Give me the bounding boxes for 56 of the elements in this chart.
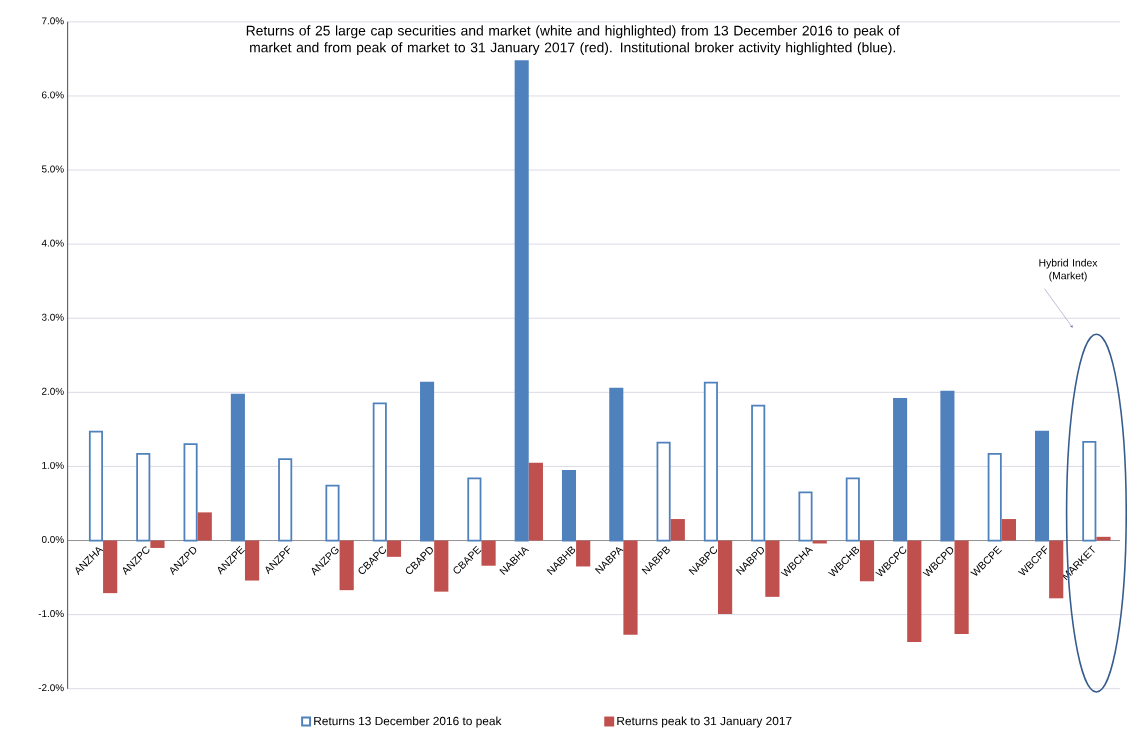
bar xyxy=(940,390,955,542)
bar xyxy=(609,387,624,542)
bar xyxy=(859,540,875,582)
bar xyxy=(954,540,969,634)
bar xyxy=(845,477,860,542)
bar xyxy=(893,397,908,542)
bar xyxy=(576,540,591,567)
y-tick-label: 1.0% xyxy=(42,461,64,469)
y-tick-label: -1.0% xyxy=(38,609,64,617)
bar xyxy=(987,452,1002,542)
bar xyxy=(907,540,922,642)
bar xyxy=(1049,540,1064,599)
y-tick-label: -2.0% xyxy=(38,683,64,691)
bar xyxy=(1034,430,1050,542)
bar xyxy=(798,491,813,542)
bar xyxy=(197,512,212,541)
bar xyxy=(244,540,260,581)
legend-label: Returns peak to 31 January 2017 xyxy=(617,716,792,728)
y-tick-label: 2.0% xyxy=(42,387,64,395)
bar xyxy=(703,381,718,542)
bar xyxy=(656,441,671,542)
bar xyxy=(528,462,543,541)
bar xyxy=(623,540,638,635)
bar xyxy=(765,540,780,597)
bar xyxy=(88,430,103,542)
legend-label: Returns 13 December 2016 to peak xyxy=(314,716,502,728)
bar xyxy=(230,393,245,542)
y-tick-label: 0.0% xyxy=(41,535,64,543)
bar xyxy=(278,457,293,542)
bar xyxy=(136,452,151,542)
bar xyxy=(434,540,449,592)
bar xyxy=(1096,536,1111,541)
bar xyxy=(670,518,685,541)
bar xyxy=(481,540,496,566)
annotation: Hybrid Index (Market) xyxy=(1039,258,1098,282)
bar xyxy=(339,540,354,590)
bar xyxy=(1001,518,1016,541)
y-tick-label: 4.0% xyxy=(41,239,64,247)
bar xyxy=(372,402,387,542)
bar xyxy=(420,381,435,542)
text: Returns of 25 large cap securities and market (white and highlighted) from 13 December 2016 to peak of market and from peak of market to 31 January 2017 (red). Institutional broker activity highlighted (blue). xyxy=(246,25,900,55)
bar xyxy=(150,540,165,548)
bar xyxy=(717,540,733,614)
bar xyxy=(103,540,118,593)
bar xyxy=(751,404,766,542)
bar xyxy=(561,469,577,542)
y-tick-label: 3.0% xyxy=(41,313,64,321)
bar xyxy=(467,477,482,542)
bar xyxy=(325,484,340,542)
bar xyxy=(514,60,529,542)
y-tick-label: 7.0% xyxy=(42,17,64,25)
bar xyxy=(183,443,198,542)
y-tick-label: 5.0% xyxy=(41,165,64,173)
bar xyxy=(386,540,402,557)
y-tick-label: 6.0% xyxy=(42,91,64,99)
bar xyxy=(1082,440,1097,542)
